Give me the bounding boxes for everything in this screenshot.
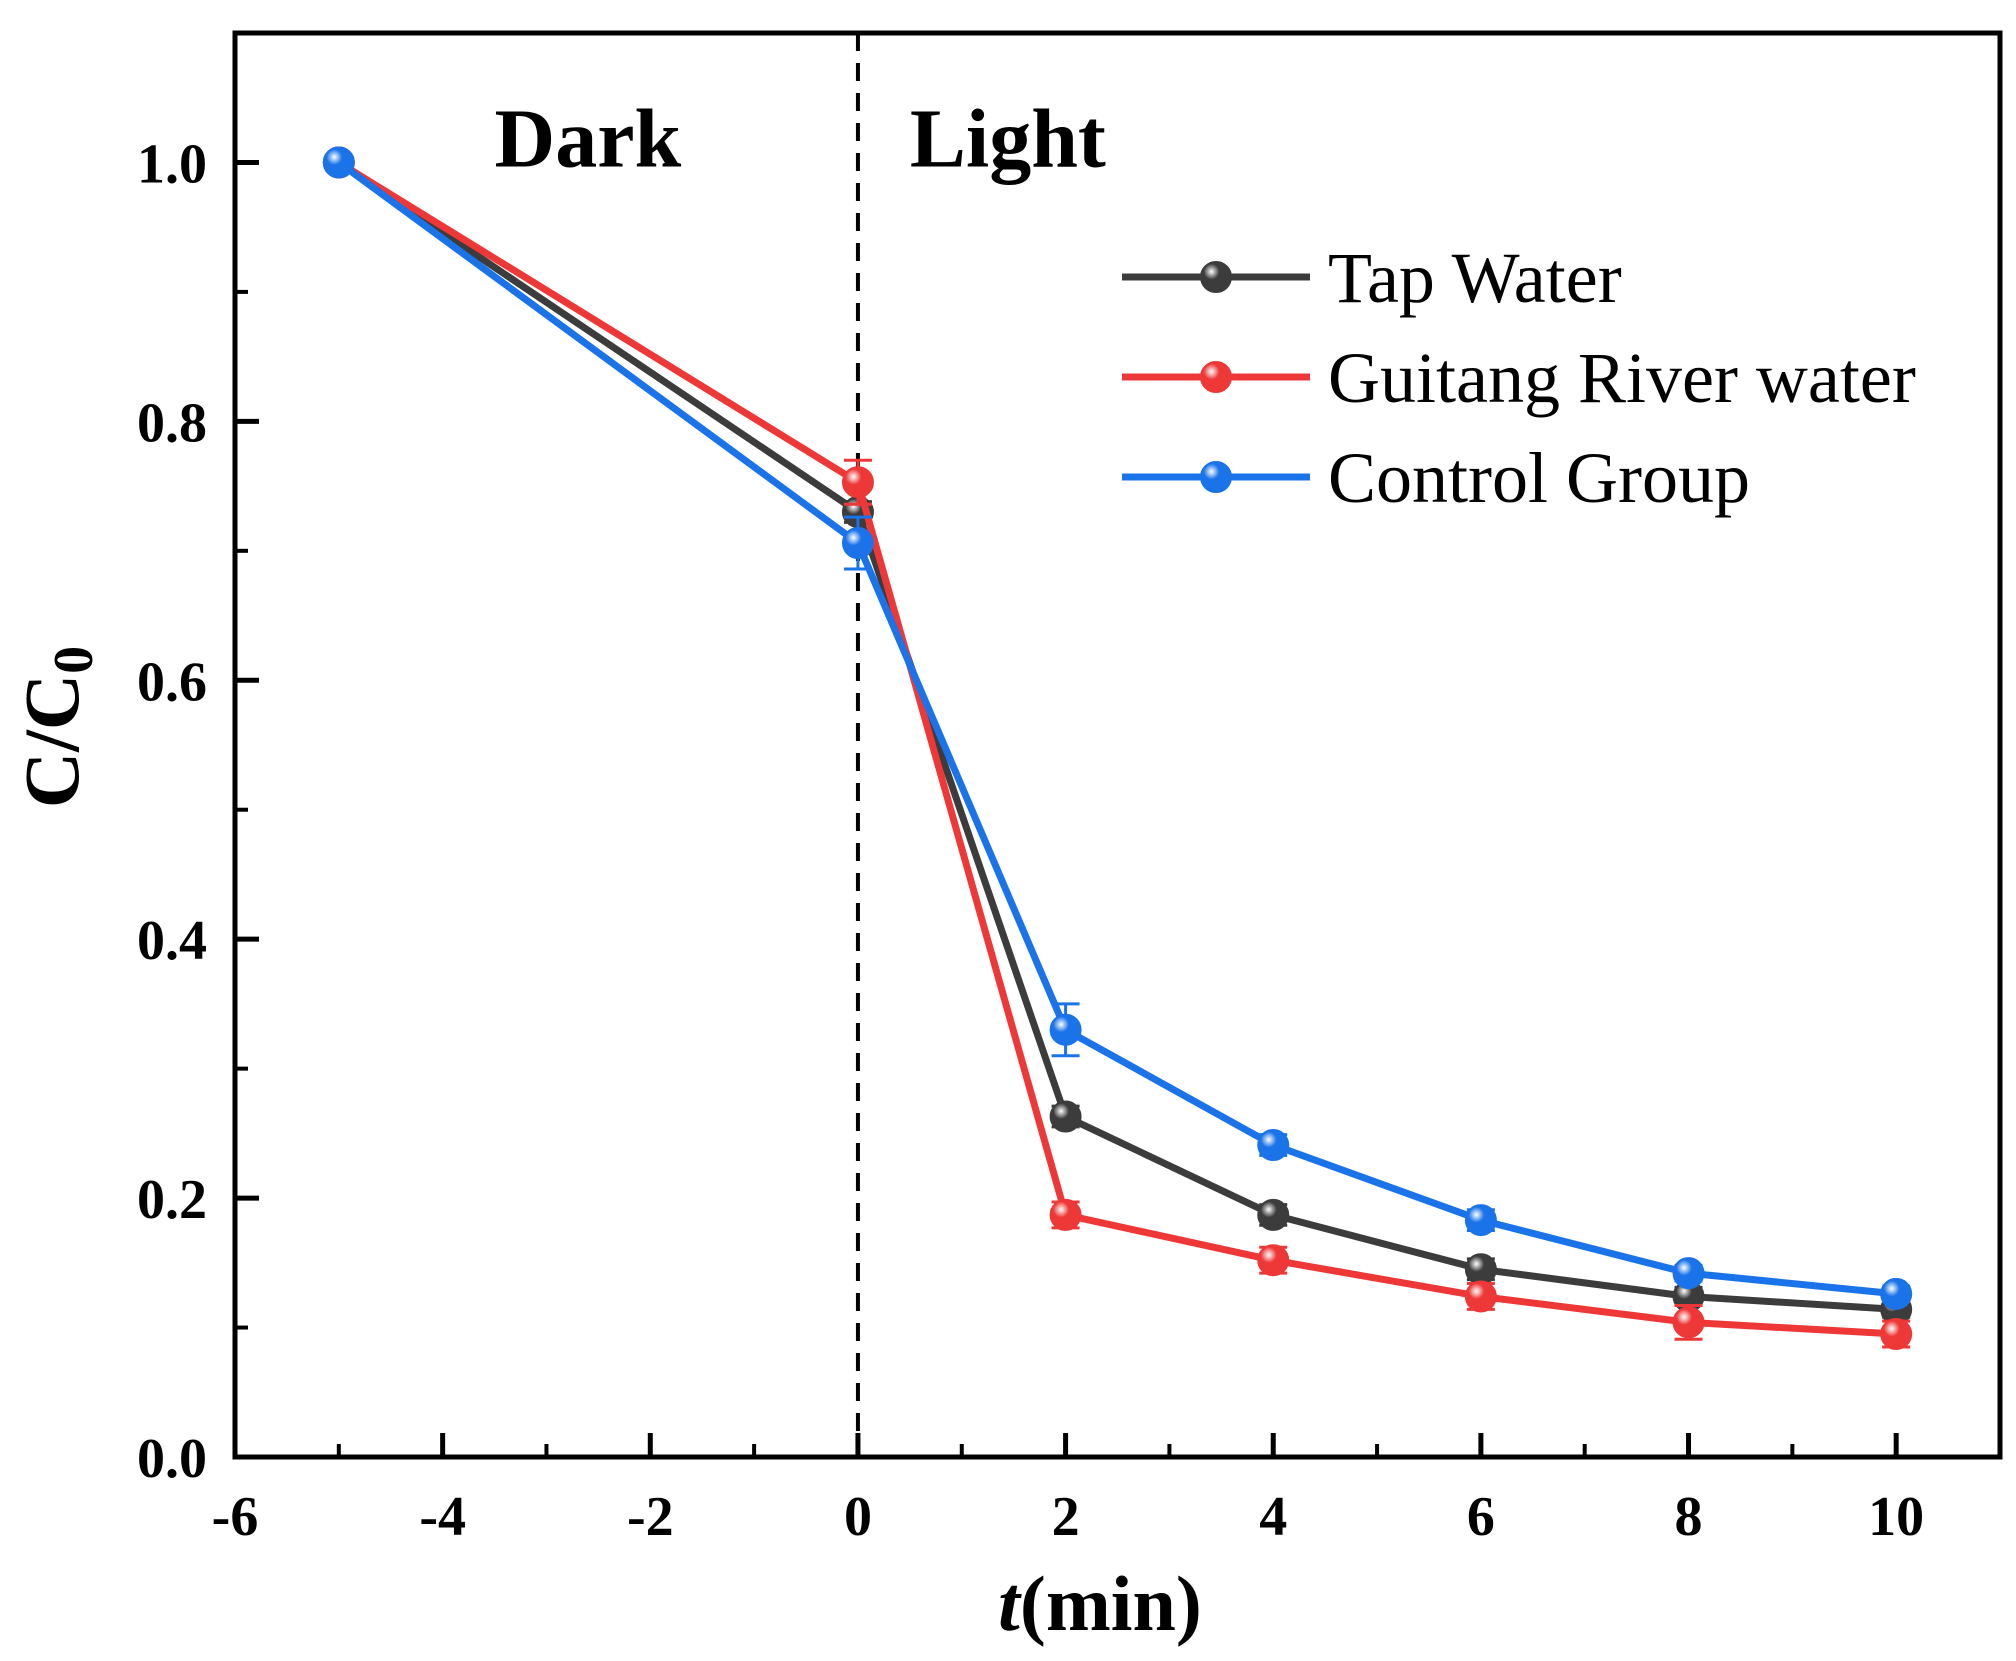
- series-guitang-river-water: [322, 146, 1913, 1351]
- legend-label: Tap Water: [1328, 238, 1622, 318]
- legend-label: Guitang River water: [1328, 338, 1916, 418]
- legend-marker: [1200, 261, 1232, 293]
- legend-entry: Tap Water: [1122, 238, 1622, 318]
- data-point: [1257, 1198, 1290, 1231]
- data-point: [1464, 1204, 1497, 1237]
- x-tick-label: 8: [1675, 1486, 1703, 1548]
- legend-label: Control Group: [1328, 438, 1750, 518]
- axis-titles-group: t(min) C/C0: [8, 646, 1202, 1647]
- x-tick-label: 0: [844, 1486, 872, 1548]
- series-group: [322, 146, 1913, 1351]
- data-point: [322, 146, 355, 179]
- x-tick-label: 10: [1868, 1486, 1924, 1548]
- series-line: [336, 159, 1897, 1298]
- x-tick-label: -4: [419, 1486, 466, 1548]
- y-tick-label: 0.0: [137, 1428, 207, 1490]
- region-label-light: Light: [910, 93, 1106, 186]
- legend-marker: [1200, 461, 1232, 493]
- data-point: [841, 527, 874, 560]
- data-point: [1464, 1253, 1497, 1286]
- y-tick-label: 0.4: [137, 910, 207, 972]
- x-axis-title: t(min): [998, 1560, 1202, 1647]
- y-axis-title: C/C0: [8, 646, 105, 808]
- x-tick-label: -2: [627, 1486, 674, 1548]
- legend-entry: Control Group: [1122, 438, 1750, 518]
- data-point: [1464, 1280, 1497, 1313]
- x-axis-title-rest: (min): [1020, 1560, 1202, 1647]
- y-tick-label: 0.6: [137, 651, 207, 713]
- data-point: [1049, 1013, 1082, 1046]
- data-point: [1257, 1244, 1290, 1277]
- data-point: [1672, 1257, 1705, 1290]
- data-point: [1257, 1129, 1290, 1162]
- plot-frame-group: [232, 30, 2003, 1460]
- y-tick-label: 0.8: [137, 392, 207, 454]
- y-tick-label: 0.2: [137, 1169, 207, 1231]
- x-tick-label: 2: [1052, 1486, 1080, 1548]
- plot-frame: [232, 30, 2003, 1460]
- y-tick-label: 1.0: [137, 133, 207, 195]
- y-axis-title-sub: 0: [43, 646, 105, 674]
- x-tick-label: 4: [1259, 1486, 1287, 1548]
- region-label-dark: Dark: [495, 93, 682, 186]
- y-axis-title-main: C/C: [8, 674, 95, 808]
- region-labels-group: Dark Light: [495, 93, 1106, 186]
- legend-entry: Guitang River water: [1122, 338, 1916, 418]
- x-tick-label: -6: [212, 1486, 259, 1548]
- data-point: [841, 466, 874, 499]
- data-point: [1049, 1198, 1082, 1231]
- data-point: [1672, 1306, 1705, 1339]
- series-control-group: [322, 146, 1913, 1310]
- x-axis-title-italic: t: [998, 1560, 1022, 1647]
- data-point: [1049, 1100, 1082, 1133]
- legend-group: Tap Water Guitang River water Control Grou…: [1122, 238, 1916, 518]
- data-point: [1880, 1318, 1913, 1351]
- data-point: [1880, 1277, 1913, 1310]
- ticks-group: -6 -4 -2 0 2 4 6 8 10 0.0 0.2 0.4 0.6 0.8 1.0: [137, 31, 2002, 1548]
- legend-marker: [1200, 361, 1232, 393]
- x-tick-label: 6: [1467, 1486, 1495, 1548]
